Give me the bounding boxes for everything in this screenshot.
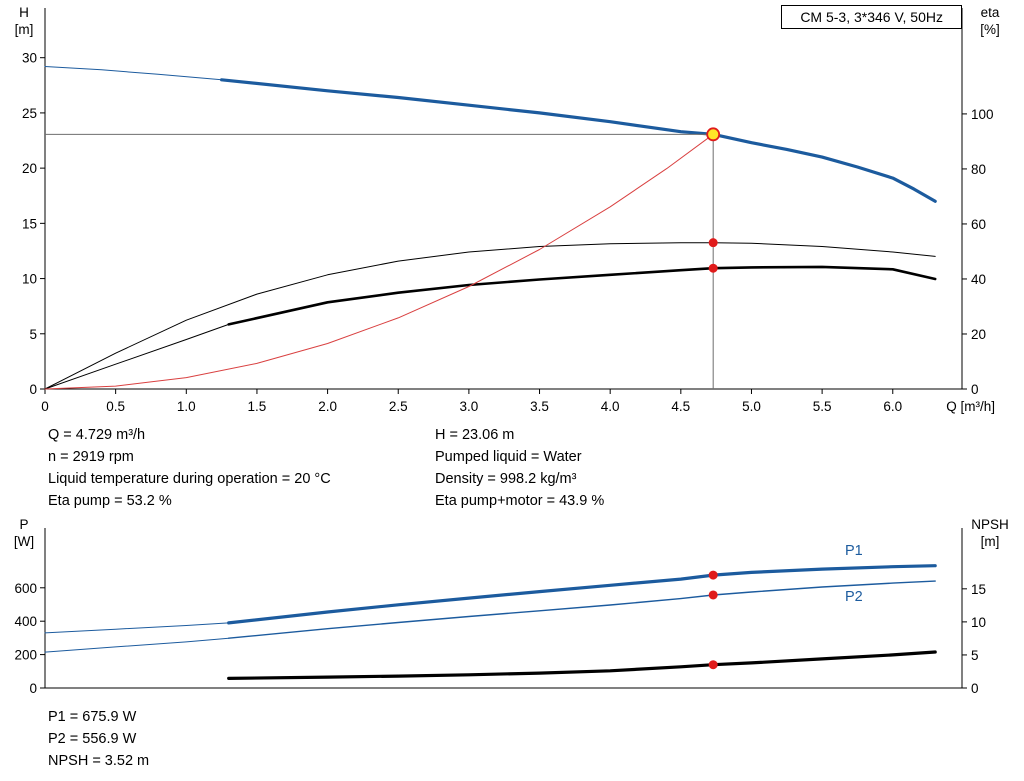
result-eta-pump: Eta pump = 53.2 % (48, 493, 172, 509)
y-tick-label: 20 (971, 327, 986, 342)
p1-curve-label: P1 (845, 543, 863, 559)
y-tick-label: 100 (971, 107, 994, 122)
curve-eta-pump-motor-lowflow (44, 323, 230, 390)
y-tick-label: 10 (22, 272, 37, 287)
y-tick-label: 0 (29, 681, 37, 696)
head-axis-title: H (19, 5, 29, 20)
power-axis-title: P (19, 517, 29, 532)
result-speed: n = 2919 rpm (48, 449, 134, 465)
result-flow: Q = 4.729 m³/h (48, 427, 146, 443)
curve-pump-head (220, 78, 937, 203)
y-tick-label: 15 (22, 216, 37, 231)
curve-pump-head-lowflow (44, 66, 223, 81)
result-npsh: NPSH = 3.52 m (48, 753, 150, 769)
curve-p1 (227, 564, 937, 625)
duty-results-left: Q = 4.729 m³/h n = 2919 rpm Liquid tempe… (48, 424, 331, 512)
y-tick-label: 0 (971, 681, 979, 696)
x-tick-label: 4.0 (601, 399, 620, 414)
head-axis-title-block: H [m] (6, 4, 42, 38)
result-p2: P2 = 556.9 W (48, 731, 137, 747)
power-results: P1 = 675.9 W P2 = 556.9 W NPSH = 3.52 m (48, 706, 149, 772)
x-tick-label: 2.0 (318, 399, 337, 414)
eta-pump-motor-point-marker (708, 263, 718, 273)
y-tick-label: 80 (971, 162, 986, 177)
npsh-axis-title: NPSH (971, 517, 1009, 532)
eta-pump-point-marker (708, 238, 718, 248)
head-axis-unit: [m] (14, 22, 34, 37)
result-pumped-liquid: Pumped liquid = Water (435, 449, 582, 465)
y-tick-label: 20 (22, 161, 37, 176)
x-tick-label: 2.5 (389, 399, 408, 414)
result-eta-pump-motor: Eta pump+motor = 43.9 % (435, 493, 605, 509)
power-axis-unit: [W] (13, 534, 35, 549)
y-tick-label: 600 (14, 581, 37, 596)
curve-p1-lowflow (44, 622, 230, 634)
x-tick-label: 3.5 (530, 399, 549, 414)
y-tick-label: 200 (14, 648, 37, 663)
x-tick-label: 3.0 (459, 399, 478, 414)
npsh-axis-title-block: NPSH [m] (962, 516, 1018, 550)
curve-eta-pump-motor (227, 265, 937, 326)
x-tick-label: 0.5 (106, 399, 125, 414)
p1-point-marker (708, 570, 718, 580)
curve-npsh (227, 650, 937, 681)
eta-axis-unit: [%] (980, 22, 1000, 37)
npsh-point-marker (708, 660, 718, 670)
p2-curve-label: P2 (845, 589, 863, 605)
eta-axis-title: eta (980, 5, 1000, 20)
result-head: H = 23.06 m (435, 427, 515, 443)
y-tick-label: 0 (971, 382, 979, 397)
y-tick-label: 5 (971, 648, 979, 663)
result-liquid-temperature: Liquid temperature during operation = 20… (48, 471, 331, 487)
p2-point-marker (708, 590, 718, 600)
x-tick-label: 1.0 (177, 399, 196, 414)
y-tick-label: 40 (971, 272, 986, 287)
x-tick-label: 6.0 (883, 399, 902, 414)
y-tick-label: 25 (22, 106, 37, 121)
duty-point-marker (706, 127, 721, 142)
eta-axis-title-block: eta [%] (968, 4, 1012, 38)
y-tick-label: 5 (29, 327, 37, 342)
x-tick-label: 1.5 (248, 399, 267, 414)
curve-p2-lowflow (44, 637, 230, 653)
x-tick-label: 4.5 (671, 399, 690, 414)
x-axis-label: Q [m³/h] (946, 399, 995, 414)
npsh-axis-unit: [m] (980, 534, 1000, 549)
pump-model-label: CM 5-3, 3*346 V, 50Hz (781, 5, 962, 29)
power-axis-title-block: P [W] (6, 516, 42, 550)
x-tick-label: 5.0 (742, 399, 761, 414)
y-tick-label: 60 (971, 217, 986, 232)
x-tick-label: 5.5 (813, 399, 832, 414)
result-p1: P1 = 675.9 W (48, 709, 137, 725)
x-tick-label: 0 (41, 399, 49, 414)
curve-eta-pump (44, 242, 936, 390)
curve-p2 (227, 580, 936, 639)
duty-results-right: H = 23.06 m Pumped liquid = Water Densit… (435, 424, 604, 512)
y-tick-label: 10 (971, 615, 986, 630)
y-tick-label: 0 (29, 382, 37, 397)
result-density: Density = 998.2 kg/m³ (435, 471, 577, 487)
y-tick-label: 15 (971, 582, 986, 597)
y-tick-label: 30 (22, 51, 37, 66)
y-tick-label: 400 (14, 614, 37, 629)
curve-system-curve (44, 133, 714, 390)
